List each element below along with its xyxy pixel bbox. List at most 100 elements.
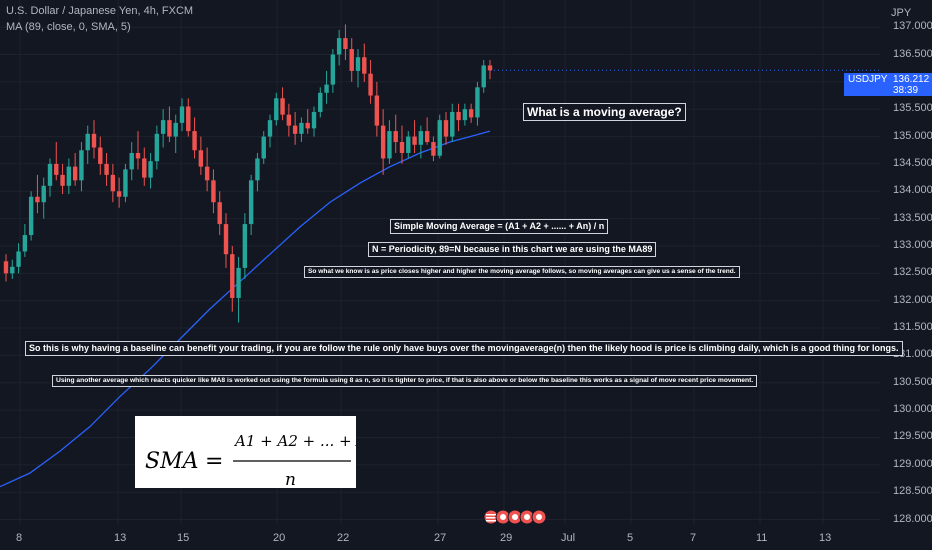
candle-body [318, 92, 323, 112]
candle [443, 111, 449, 145]
candle [179, 98, 185, 132]
candle [431, 136, 436, 162]
candle-body [154, 133, 160, 162]
formula-denominator: n [285, 470, 296, 488]
n-definition-annotation[interactable]: N = Periodicity, 89=N because in this ch… [368, 242, 657, 257]
y-tick-label: 130.000 [893, 403, 932, 416]
candle-body [98, 147, 103, 164]
candle-body [399, 142, 405, 153]
candle [274, 92, 279, 126]
x-tick-label: 13 [114, 532, 127, 544]
candle-body [91, 133, 97, 148]
x-tick-label: 22 [337, 532, 350, 544]
candle [324, 70, 329, 104]
y-tick-label: 136.500 [893, 47, 932, 60]
candle [54, 142, 59, 181]
candle-body [336, 38, 342, 55]
candle [343, 24, 348, 60]
candle [116, 177, 122, 208]
candle [160, 109, 166, 148]
candle [3, 254, 9, 282]
candle [261, 131, 266, 164]
indicator-legend[interactable]: MA (89, close, 0, SMA, 5) [6, 21, 131, 33]
candle [72, 152, 78, 186]
y-tick-label: 132.500 [893, 266, 932, 279]
candle [16, 243, 21, 274]
candle-body [242, 224, 248, 268]
candle-body [274, 98, 279, 121]
price-plot[interactable] [0, 0, 880, 525]
candle [318, 87, 323, 118]
candle-body [60, 174, 65, 186]
candle-body [135, 152, 141, 159]
economic-events[interactable] [483, 509, 553, 530]
candle-body [305, 122, 310, 129]
x-tick-label: 8 [16, 532, 23, 544]
candle [142, 147, 147, 186]
candle-body [47, 163, 53, 186]
candle-body [142, 158, 147, 178]
y-tick-label: 128.500 [893, 485, 932, 498]
candle [399, 125, 405, 164]
candle-body [211, 180, 216, 203]
x-tick-label: 29 [500, 532, 513, 544]
candle [475, 81, 480, 126]
candle [387, 120, 392, 164]
candle-body [198, 150, 204, 167]
candle [368, 59, 373, 104]
candle [468, 103, 474, 123]
candle-body [110, 174, 116, 192]
candle [362, 43, 367, 82]
candle-body [16, 251, 21, 267]
x-tick-label: 7 [690, 532, 697, 544]
candle [192, 117, 197, 159]
candle [311, 106, 317, 137]
candle [60, 163, 65, 195]
candle [167, 106, 172, 143]
candle-body [192, 131, 197, 151]
question-annotation[interactable]: What is a moving average? [523, 103, 686, 122]
candle-body [456, 111, 461, 121]
currency-label: JPY [891, 7, 912, 19]
candle [456, 103, 461, 132]
candle [255, 152, 260, 192]
y-tick-label: 133.500 [893, 211, 932, 224]
y-tick-label: 133.000 [893, 238, 932, 251]
y-tick-label: 134.500 [893, 156, 932, 169]
candle-body [255, 158, 260, 181]
candle [91, 120, 97, 159]
candle [299, 117, 304, 143]
y-tick-label: 128.000 [893, 512, 932, 525]
ma8-annotation[interactable]: Using another average which reacts quick… [52, 375, 758, 388]
candle [85, 125, 90, 164]
candle-body [481, 65, 486, 88]
candle-body [443, 120, 449, 137]
candle-body [387, 131, 392, 159]
candle-body [217, 202, 222, 225]
candle [418, 125, 424, 159]
y-tick-label: 135.000 [893, 129, 932, 142]
candle-body [179, 106, 185, 123]
candle [47, 158, 53, 197]
last-price-box: 136.212 38:39 [889, 73, 932, 96]
candle-body [72, 166, 78, 181]
candle-body [437, 120, 442, 156]
candle-body [450, 111, 455, 137]
candle [248, 174, 254, 236]
moving-average-line [0, 69, 880, 488]
candle [186, 98, 191, 137]
candle-body [116, 191, 122, 197]
candle-body [79, 150, 84, 181]
candle-body [236, 267, 241, 298]
candle [98, 136, 103, 175]
trend-annotation[interactable]: So what we know is as price closes highe… [304, 266, 740, 278]
candle [286, 103, 292, 137]
candle-body [418, 131, 424, 145]
candle-body [148, 161, 153, 178]
candle [104, 152, 109, 186]
symbol-label: USDJPY [848, 74, 888, 85]
sma-formula-image: SMA = A1 + A2 + ... + An n [135, 416, 377, 490]
candle-body [324, 84, 329, 93]
baseline-annotation[interactable]: So this is why having a baseline can ben… [25, 341, 903, 356]
sma-definition-annotation[interactable]: Simple Moving Average = (A1 + A2 + .....… [390, 219, 609, 234]
